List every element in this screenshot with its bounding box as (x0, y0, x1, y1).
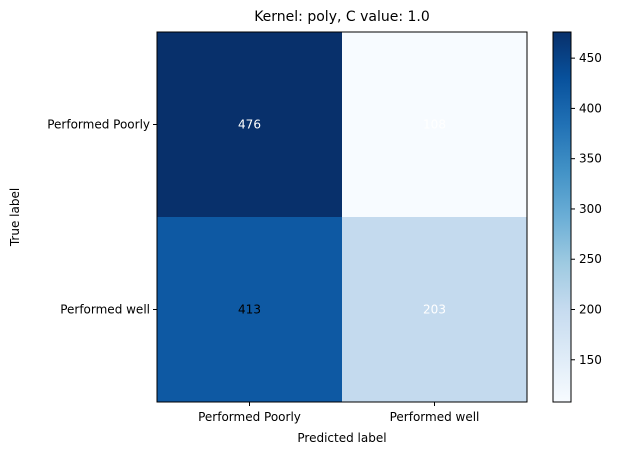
colorbar-gradient (552, 31, 572, 403)
x-tick-label: Performed well (390, 410, 480, 424)
x-axis-label: Predicted label (297, 431, 386, 445)
plot-frame (156, 31, 528, 403)
heatmap-cell (157, 32, 342, 217)
cell-value-label: 476 (238, 118, 261, 132)
x-tick-label: Performed Poorly (198, 410, 301, 424)
heatmap-cell-labels: 476 108 413 203 (238, 118, 446, 317)
cell-value-label: 108 (423, 118, 446, 132)
cell-value-label: 203 (423, 303, 446, 317)
colorbar-tick-label: 300 (579, 202, 602, 216)
colorbar-tick-label: 250 (579, 252, 602, 266)
cell-value-label: 413 (238, 303, 261, 317)
y-tick-label: Performed well (60, 303, 150, 317)
y-axis-label: True label (8, 188, 22, 247)
colorbar: 150 200 250 300 350 400 450 (552, 31, 602, 403)
x-axis-ticks: Performed Poorly Performed well (198, 402, 479, 424)
heatmap-cell (157, 217, 342, 402)
heatmap-cell (342, 217, 527, 402)
colorbar-tick-label: 400 (579, 101, 602, 115)
colorbar-tick-label: 200 (579, 303, 602, 317)
heatmap-cell (342, 32, 527, 217)
colorbar-tick-label: 350 (579, 152, 602, 166)
colorbar-ticks: 150 200 250 300 350 400 450 (571, 51, 602, 367)
colorbar-tick-label: 450 (579, 51, 602, 65)
heatmap-cells (157, 32, 527, 402)
colorbar-tick-label: 150 (579, 353, 602, 367)
y-tick-label: Performed Poorly (47, 118, 150, 132)
y-axis-ticks: Performed Poorly Performed well (47, 118, 157, 317)
chart-title: Kernel: poly, C value: 1.0 (254, 9, 430, 25)
